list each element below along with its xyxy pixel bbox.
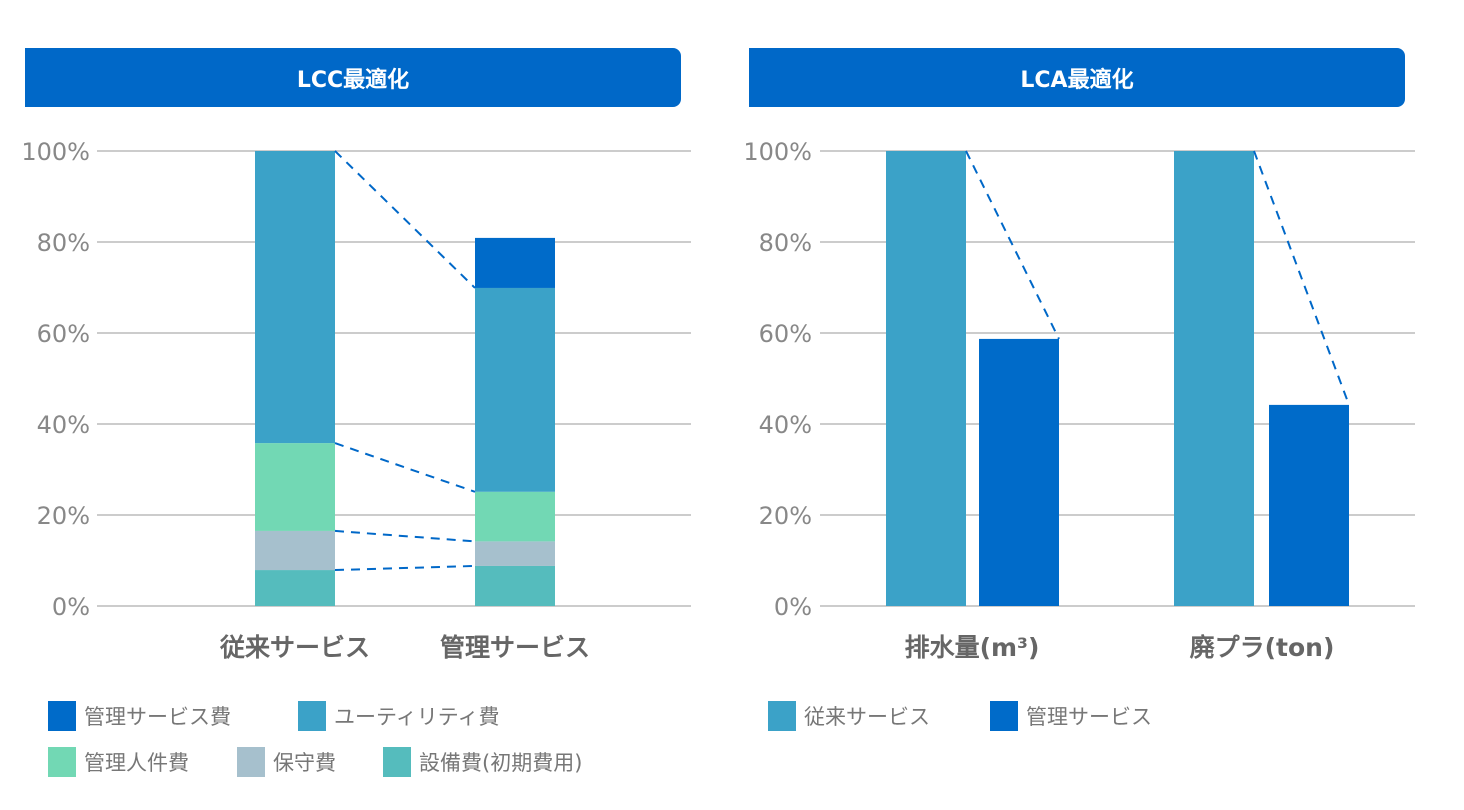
legend-label: 従来サービス (804, 705, 930, 729)
legend-swatch (237, 747, 265, 777)
legend-swatch (383, 747, 411, 777)
lcc-bar-segment (255, 570, 335, 606)
lcc-connector-line (334, 564, 476, 572)
legend-swatch (48, 701, 76, 731)
lcc-y-tick: 40% (37, 411, 90, 439)
lca-header: LCA最適化 (749, 48, 1405, 107)
legend-swatch (48, 747, 76, 777)
legend-item: 管理サービス (990, 701, 1152, 731)
x-label-wastewater: 排水量(m³) (904, 633, 1040, 662)
lcc-y-tick: 80% (37, 229, 90, 257)
lcc-y-tick: 20% (37, 502, 90, 530)
lca-y-tick: 100% (743, 138, 812, 166)
legend-item: ユーティリティ費 (298, 701, 499, 731)
lcc-connector-line (334, 442, 476, 493)
lcc-y-tick: 0% (52, 593, 90, 621)
legend-item: 保守費 (237, 747, 336, 777)
lca-y-tick: 0% (774, 593, 812, 621)
legend-label: 管理人件費 (84, 751, 189, 775)
legend-swatch (990, 701, 1018, 731)
lca-connector-line (965, 150, 1060, 340)
lcc-connector-line (334, 150, 476, 289)
legend-label: 保守費 (273, 751, 336, 775)
lcc-bar-segment (475, 237, 555, 288)
legend-item: 従来サービス (768, 701, 930, 731)
lcc-bar-segment (255, 530, 335, 571)
legend-item: 管理人件費 (48, 747, 189, 777)
lcc-bar-segment (475, 565, 555, 606)
lca-bar (979, 338, 1059, 606)
lcc-y-tick: 60% (37, 320, 90, 348)
lcc-bar-segment (475, 541, 555, 566)
x-label-conventional: 従来サービス (219, 633, 371, 662)
lca-y-tick: 60% (759, 320, 812, 348)
lca-connector-line (1253, 150, 1350, 406)
lca-y-tick: 20% (759, 502, 812, 530)
legend-label: ユーティリティ費 (334, 705, 500, 729)
legend-label: 設備費(初期費用) (419, 751, 583, 775)
legend-swatch (768, 701, 796, 731)
lcc-header: LCC最適化 (25, 48, 681, 107)
lcc-bar-segment (255, 151, 335, 444)
lcc-connector-line (334, 529, 476, 543)
lca-bar (1174, 151, 1254, 606)
lcc-y-tick: 100% (21, 138, 90, 166)
legend-swatch (298, 701, 326, 731)
lca-bar (1269, 404, 1349, 606)
legend-label: 管理サービス (1026, 705, 1152, 729)
lca-bar (886, 151, 966, 606)
x-label-managed: 管理サービス (439, 633, 591, 662)
lcc-bar-segment (475, 491, 555, 542)
lca-y-tick: 80% (759, 229, 812, 257)
lcc-bar-segment (255, 443, 335, 531)
lcc-bar-segment (475, 287, 555, 492)
lca-y-tick: 40% (759, 411, 812, 439)
x-label-waste-plastic: 廃プラ(ton) (1189, 633, 1335, 662)
legend-item: 設備費(初期費用) (383, 747, 582, 777)
legend-item: 管理サービス費 (48, 701, 231, 731)
legend-label: 管理サービス費 (84, 705, 231, 729)
